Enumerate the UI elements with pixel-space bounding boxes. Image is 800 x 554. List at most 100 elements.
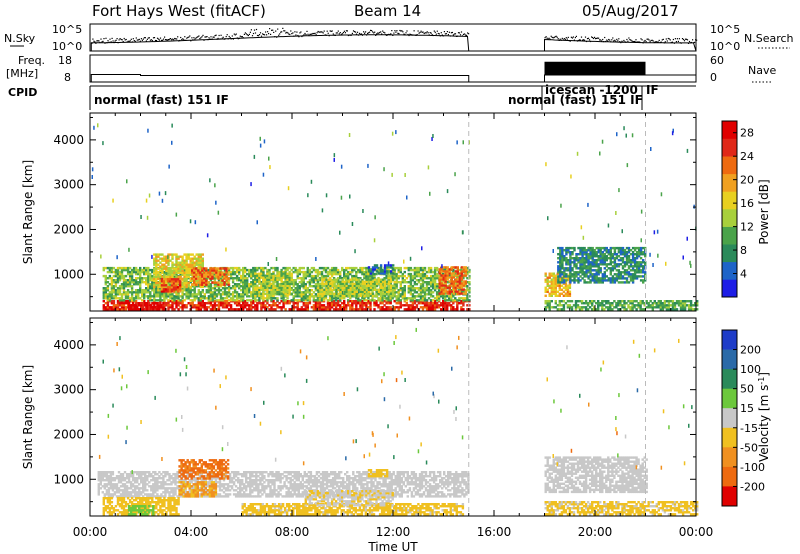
heatmap-cell [260,306,263,309]
heatmap-cell [231,297,235,300]
heatmap-cell [464,272,468,275]
noise-search-point [344,32,346,34]
heatmap-cell [167,270,170,274]
heatmap-cell [171,297,174,300]
heatmap-cell [110,277,114,280]
heatmap-cell [304,295,307,298]
heatmap-cell [357,299,360,302]
heatmap-cell [375,288,379,291]
heatmap-cell [548,292,551,295]
heatmap-cell [308,274,312,278]
heatmap-cell [106,289,110,292]
heatmap-cell [175,297,178,300]
heatmap-cell [266,294,269,297]
heatmap-cell [312,268,316,272]
heatmap-cell [116,270,120,274]
noise-search-point [297,34,299,37]
heatmap-cell [122,308,126,311]
heatmap-cell [185,304,188,307]
heatmap-cell [211,291,215,294]
heatmap-cell [296,291,299,294]
noise-search-point [582,39,585,41]
noise-search-point [145,40,147,42]
noise-search-point [240,36,242,38]
heatmap-cell [392,272,395,275]
heatmap-cell [233,270,237,274]
heatmap-cell [240,268,243,272]
heatmap-cell [429,293,433,296]
noise-search-point [419,31,421,33]
heatmap-cell [389,283,392,286]
heatmap-cell [205,308,208,311]
heatmap-cell [290,268,293,272]
heatmap-cell [131,302,135,305]
heatmap-cell [120,299,124,302]
heatmap-cell [336,277,340,280]
noise-search-point [247,34,249,37]
heatmap-cell [363,266,366,270]
noise-search-point [612,37,614,39]
heatmap-cell [411,277,415,280]
heatmap-cell [201,306,204,309]
noise-search-point [127,40,129,42]
heatmap-cell [349,293,352,296]
heatmap-cell [118,274,122,278]
noise-trace [90,27,698,52]
heatmap-cell [195,283,198,286]
heatmap-cell [231,293,235,296]
heatmap-cell [405,308,408,311]
heatmap-cell [365,284,369,287]
heatmap-cell [151,285,154,288]
noise-search-point [199,38,201,40]
heatmap-cell [405,266,408,270]
freq-label-2: [MHz] [6,67,38,80]
heatmap-cell [314,308,318,311]
noise-sky-line [544,38,697,52]
heatmap-cell [379,297,382,300]
heatmap-cell [330,274,334,278]
noise-search-point [553,36,555,39]
heatmap-cell [328,277,332,280]
heatmap-cell [409,266,413,270]
noise-search-point [92,38,94,40]
heatmap-cell [127,302,131,305]
heatmap-cell [197,289,200,292]
heatmap-cell [425,285,429,288]
heatmap-cell [298,270,301,274]
heatmap-cell [302,304,305,307]
heatmap-cell [569,251,572,254]
frequency-line [90,73,470,82]
heatmap-cell [332,302,336,305]
heatmap-cell [431,277,435,280]
heatmap-cell [306,281,309,284]
heatmap-cell [419,279,423,282]
heatmap-cell [355,297,358,300]
heatmap-cell [268,268,271,272]
heatmap-cell [300,299,303,302]
heatmap-cell [468,304,471,307]
heatmap-cell [171,308,174,311]
heatmap-cell [177,304,180,307]
heatmap-cell [339,306,342,309]
heatmap-cell [433,287,437,290]
noise-search-point [248,33,250,35]
noise-search-point [273,31,275,33]
noise-search-point [662,38,664,40]
heatmap-cell [248,308,251,311]
heatmap-cell [147,274,150,278]
heatmap-cell [383,279,386,282]
heatmap-cell [403,279,406,282]
heatmap-cell [401,281,404,284]
heatmap-cell [231,295,235,298]
heatmap-cell [262,268,265,272]
heatmap-cell [199,302,202,305]
heatmap-cell [359,299,362,302]
heatmap-cell [240,285,243,288]
heatmap-cell [413,274,417,278]
heatmap-cell [221,306,225,309]
heatmap-cell [401,304,404,307]
heatmap-cell [258,299,261,302]
heatmap-cell [175,274,178,278]
heatmap-cell [244,306,247,309]
heatmap-cell [343,270,346,274]
